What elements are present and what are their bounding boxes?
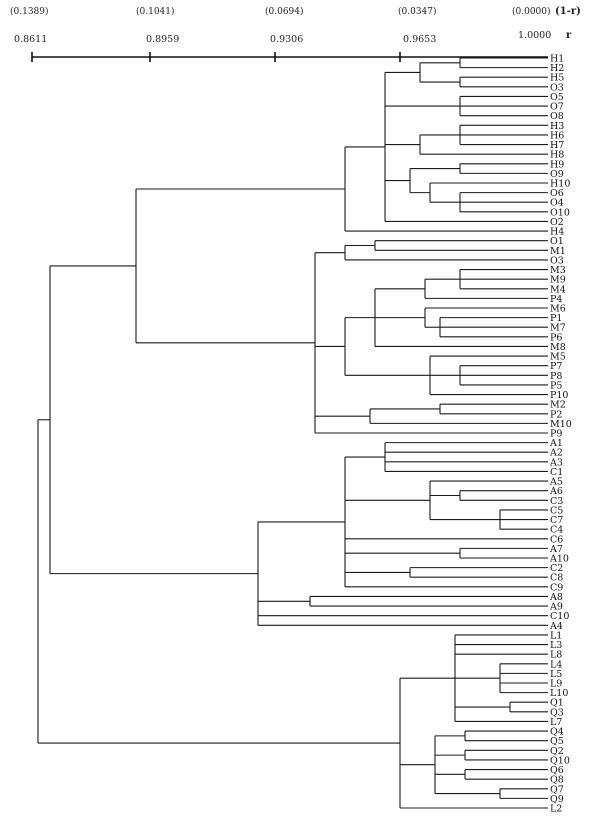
leaf-label: P6: [550, 332, 562, 343]
leaf-label: C6: [550, 534, 563, 545]
leaf-label: M9: [550, 275, 566, 286]
leaf-label: C8: [550, 573, 563, 584]
bottom-tick-label: 1.0000: [518, 30, 551, 41]
leaf-label: P8: [550, 371, 562, 382]
leaf-label: O1: [550, 236, 564, 247]
leaf-label: O2: [550, 217, 564, 228]
leaf-label: L10: [550, 688, 568, 699]
leaf-label: C1: [550, 467, 563, 478]
leaf-label: H4: [550, 227, 564, 238]
leaf-label: Q4: [550, 727, 564, 738]
top-tick-label: (0.0694): [265, 6, 304, 17]
leaf-label: P9: [550, 429, 562, 440]
leaf-label: M7: [550, 323, 566, 334]
leaf-label: Q3: [550, 707, 564, 718]
leaf-label: P1: [550, 313, 562, 324]
leaf-label: C2: [550, 563, 563, 574]
leaf-label: O9: [550, 169, 564, 180]
leaf-label: H7: [550, 140, 564, 151]
leaf-label: H2: [550, 63, 564, 74]
leaf-label: H8: [550, 150, 564, 161]
top-tick-label: (0.0347): [398, 6, 437, 17]
leaf-label: M10: [550, 419, 572, 430]
leaf-label: C4: [550, 525, 563, 536]
leaf-label: Q1: [550, 698, 564, 709]
leaf-labels: H1H2H5O3O5O7O8H3H6H7H8H9O9H10O6O4O10O2H4…: [549, 54, 572, 815]
leaf-label: M6: [550, 304, 566, 315]
leaf-label: M2: [550, 400, 566, 411]
leaf-label: M1: [550, 246, 566, 257]
bottom-tick-label: 0.8611: [14, 34, 47, 45]
leaf-label: Q6: [550, 765, 564, 776]
leaf-label: A3: [549, 457, 563, 468]
leaf-label: A2: [549, 448, 563, 459]
scale-axis: (0.1389) (0.1041) (0.0694) (0.0347) (0.0…: [10, 6, 581, 62]
leaf-label: O3: [550, 255, 564, 266]
leaf-label: Q9: [550, 794, 564, 805]
top-axis-label: (1-r): [555, 6, 581, 17]
leaf-label: O8: [550, 111, 564, 122]
leaf-label: A10: [549, 554, 569, 565]
leaf-label: O10: [550, 207, 570, 218]
leaf-label: L9: [550, 679, 562, 690]
leaf-label: O4: [550, 198, 564, 209]
bottom-axis-label: r: [566, 30, 572, 41]
leaf-label: M3: [550, 265, 566, 276]
leaf-label: A5: [549, 477, 563, 488]
leaf-label: C10: [550, 611, 569, 622]
leaf-label: Q7: [550, 784, 564, 795]
tree-branches: [37, 57, 548, 809]
leaf-label: Q5: [550, 736, 564, 747]
leaf-label: L5: [550, 669, 562, 680]
leaf-label: Q10: [550, 755, 570, 766]
leaf-label: A9: [549, 602, 563, 613]
top-tick-label: (0.0000): [512, 6, 551, 17]
leaf-label: L3: [550, 640, 562, 651]
leaf-label: C3: [550, 496, 563, 507]
leaf-label: A7: [549, 544, 563, 555]
leaf-label: M8: [550, 342, 566, 353]
leaf-label: C5: [550, 505, 563, 516]
bottom-tick-label: 0.8959: [146, 34, 179, 45]
leaf-label: H6: [550, 130, 564, 141]
leaf-label: H10: [550, 179, 570, 190]
leaf-label: M5: [550, 352, 566, 363]
leaf-label: C7: [550, 515, 563, 526]
leaf-label: A1: [549, 438, 563, 449]
leaf-label: H9: [550, 159, 564, 170]
leaf-label: O5: [550, 92, 564, 103]
leaf-label: H3: [550, 121, 564, 132]
leaf-label: M4: [550, 284, 566, 295]
bottom-tick-label: 0.9306: [270, 34, 303, 45]
top-tick-label: (0.1389): [10, 6, 49, 17]
leaf-label: P4: [550, 294, 562, 305]
leaf-label: A4: [549, 621, 563, 632]
leaf-label: Q8: [550, 775, 564, 786]
leaf-label: L1: [550, 630, 562, 641]
leaf-label: L4: [550, 659, 562, 670]
leaf-label: P10: [550, 390, 568, 401]
leaf-label: O7: [550, 102, 564, 113]
leaf-label: A8: [549, 592, 563, 603]
leaf-label: O3: [550, 82, 564, 93]
leaf-label: L2: [550, 804, 562, 815]
leaf-label: C9: [550, 582, 563, 593]
bottom-tick-label: 0.9653: [403, 34, 436, 45]
leaf-label: L8: [550, 650, 562, 661]
leaf-label: H5: [550, 73, 564, 84]
leaf-label: P2: [550, 409, 562, 420]
leaf-label: P5: [550, 380, 562, 391]
top-tick-label: (0.1041): [136, 6, 175, 17]
leaf-label: P7: [550, 361, 562, 372]
leaf-label: H1: [550, 54, 564, 65]
leaf-label: A6: [549, 486, 563, 497]
leaf-label: L7: [550, 717, 562, 728]
leaf-label: O6: [550, 188, 564, 199]
leaf-label: Q2: [550, 746, 564, 757]
